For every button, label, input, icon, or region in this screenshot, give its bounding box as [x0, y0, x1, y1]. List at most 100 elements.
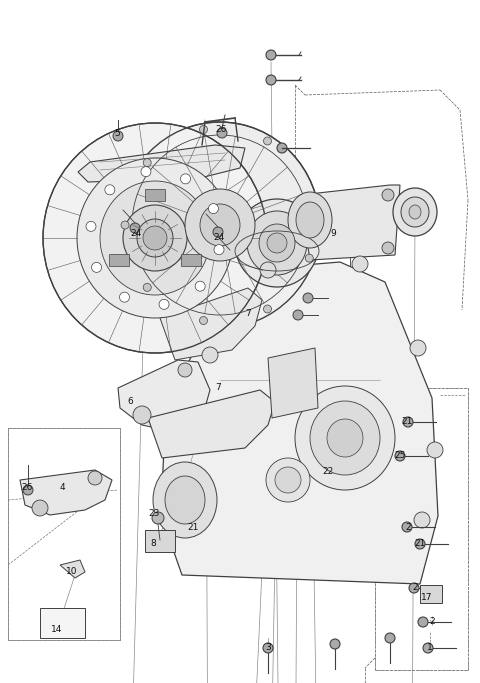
Circle shape	[143, 158, 151, 167]
Ellipse shape	[185, 189, 255, 261]
Polygon shape	[78, 145, 245, 182]
Circle shape	[402, 522, 412, 532]
Circle shape	[264, 305, 272, 313]
Bar	[420, 585, 442, 603]
Circle shape	[214, 245, 224, 255]
Ellipse shape	[235, 199, 319, 287]
Polygon shape	[160, 288, 262, 360]
Circle shape	[418, 617, 428, 627]
Text: 21: 21	[414, 540, 426, 548]
Ellipse shape	[393, 188, 437, 236]
Bar	[8, 428, 120, 640]
Circle shape	[180, 174, 191, 184]
Circle shape	[213, 227, 223, 237]
Circle shape	[141, 167, 151, 177]
Circle shape	[32, 500, 48, 516]
Text: 2: 2	[429, 617, 435, 626]
Text: 25: 25	[394, 451, 406, 460]
Polygon shape	[20, 470, 112, 515]
Circle shape	[427, 442, 443, 458]
Text: 9: 9	[330, 229, 336, 238]
Text: 22: 22	[323, 467, 334, 477]
Circle shape	[195, 281, 205, 291]
Circle shape	[293, 310, 303, 320]
Circle shape	[152, 512, 164, 524]
Circle shape	[415, 539, 425, 549]
Ellipse shape	[409, 205, 421, 219]
Ellipse shape	[296, 202, 324, 238]
Text: 7: 7	[215, 383, 221, 393]
Text: 17: 17	[421, 594, 433, 602]
Circle shape	[88, 471, 102, 485]
Circle shape	[120, 292, 130, 302]
Circle shape	[277, 143, 287, 153]
Text: 2: 2	[412, 583, 418, 592]
Ellipse shape	[143, 226, 167, 250]
Circle shape	[113, 131, 123, 141]
Circle shape	[143, 283, 151, 292]
Circle shape	[395, 451, 405, 461]
Text: 24: 24	[214, 234, 225, 242]
Text: 23: 23	[148, 509, 160, 518]
Ellipse shape	[327, 419, 363, 457]
Text: 4: 4	[59, 484, 65, 492]
Circle shape	[266, 75, 276, 85]
Circle shape	[260, 262, 276, 278]
Text: 26: 26	[216, 126, 227, 135]
Bar	[181, 253, 202, 266]
Circle shape	[352, 256, 368, 272]
Circle shape	[409, 583, 419, 593]
Circle shape	[263, 643, 273, 653]
Circle shape	[200, 316, 207, 324]
Text: 5: 5	[114, 128, 120, 137]
Circle shape	[202, 347, 218, 363]
Circle shape	[266, 50, 276, 60]
Ellipse shape	[310, 401, 380, 475]
Circle shape	[305, 254, 313, 262]
Bar	[145, 189, 165, 201]
Circle shape	[264, 137, 272, 145]
Ellipse shape	[266, 458, 310, 502]
Ellipse shape	[137, 219, 173, 257]
Ellipse shape	[165, 476, 205, 524]
Circle shape	[385, 633, 395, 643]
Ellipse shape	[275, 467, 301, 493]
Circle shape	[23, 485, 33, 495]
Ellipse shape	[120, 122, 320, 328]
Circle shape	[330, 639, 340, 649]
Circle shape	[403, 417, 413, 427]
Ellipse shape	[267, 233, 287, 253]
Bar	[145, 530, 175, 552]
Circle shape	[133, 406, 151, 424]
Ellipse shape	[401, 197, 429, 227]
Circle shape	[217, 128, 227, 138]
Text: 26: 26	[21, 484, 33, 492]
Polygon shape	[162, 262, 438, 584]
Ellipse shape	[123, 205, 187, 271]
Circle shape	[410, 340, 426, 356]
Text: 2: 2	[405, 522, 411, 531]
Bar	[40, 608, 85, 638]
Circle shape	[423, 643, 433, 653]
Text: 6: 6	[127, 398, 133, 406]
Circle shape	[105, 185, 115, 195]
Ellipse shape	[153, 462, 217, 538]
Circle shape	[200, 126, 207, 133]
Circle shape	[208, 204, 218, 214]
Text: 10: 10	[66, 568, 78, 576]
Polygon shape	[118, 360, 210, 432]
Text: 24: 24	[131, 229, 142, 238]
Polygon shape	[268, 348, 318, 418]
Text: 21: 21	[187, 522, 199, 531]
Text: 7: 7	[245, 309, 251, 318]
Text: 8: 8	[150, 538, 156, 548]
Polygon shape	[148, 390, 275, 458]
Circle shape	[92, 262, 102, 273]
Ellipse shape	[259, 224, 295, 262]
Polygon shape	[60, 560, 85, 578]
Circle shape	[159, 299, 169, 309]
Circle shape	[86, 221, 96, 232]
Ellipse shape	[100, 181, 210, 295]
Polygon shape	[300, 185, 400, 260]
Ellipse shape	[43, 123, 267, 353]
